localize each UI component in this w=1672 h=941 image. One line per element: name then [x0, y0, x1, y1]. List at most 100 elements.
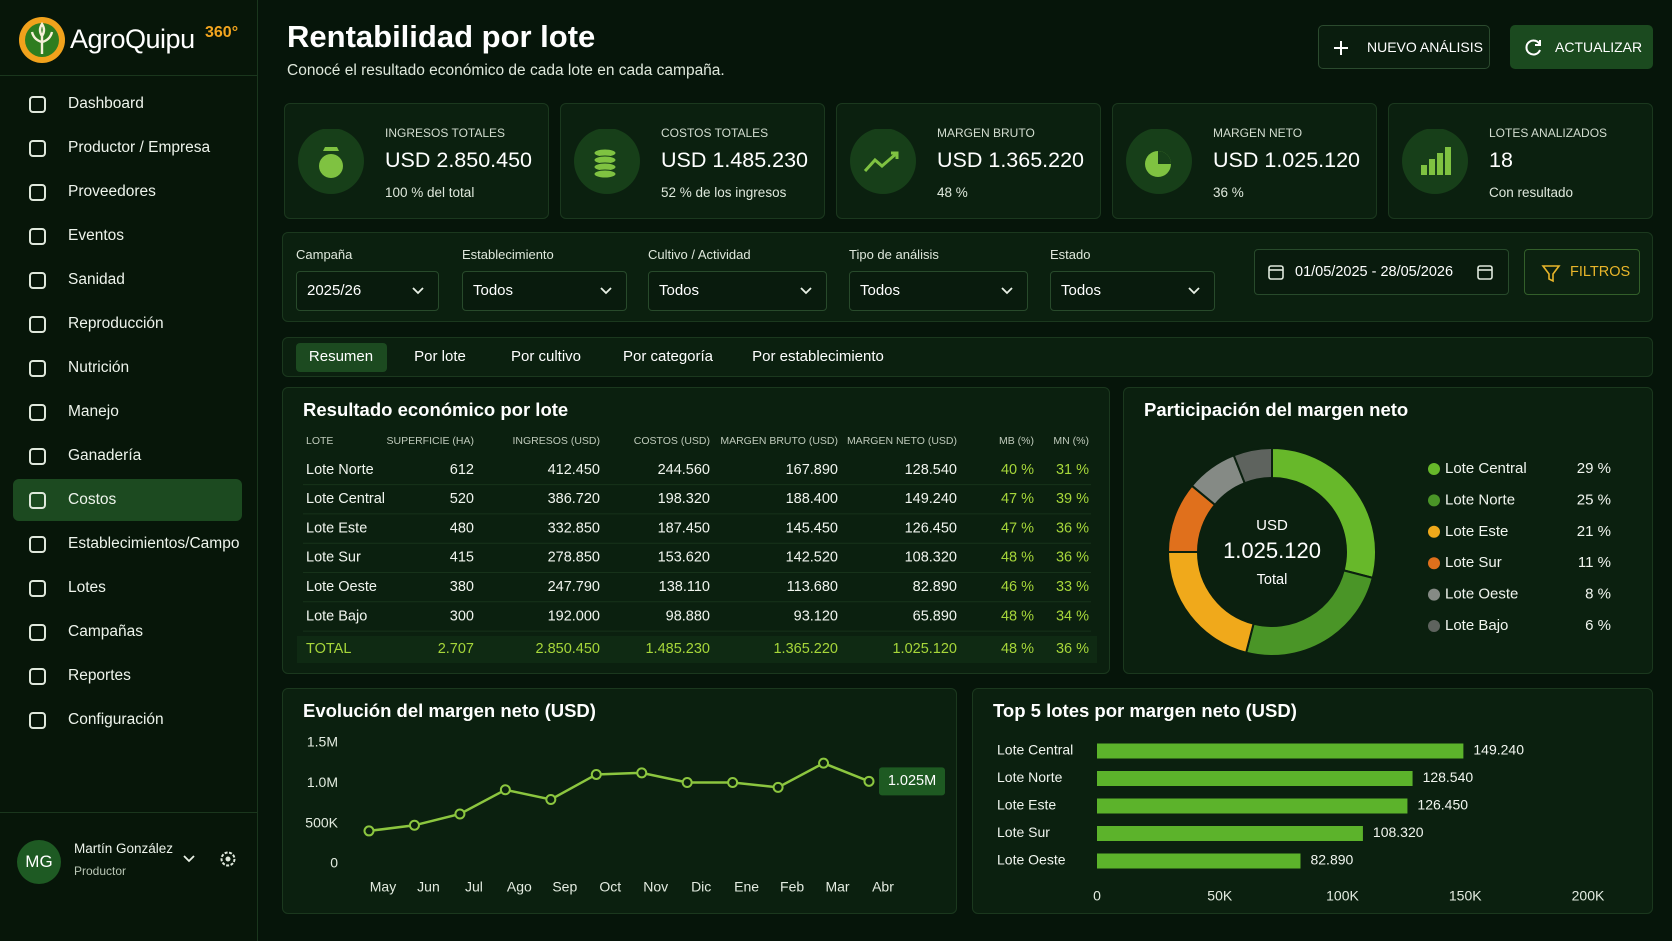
new-analysis-button[interactable]: NUEVO ANÁLISIS	[1318, 25, 1490, 69]
legend-value: 25 %	[1577, 491, 1611, 508]
line-point	[363, 825, 375, 837]
nav-item[interactable]: Manejo	[13, 391, 242, 433]
panel-graphic	[850, 129, 916, 194]
filters-panel: Campaña 2025/26 Establecimiento Todos Cultiv…	[282, 232, 1653, 322]
table-cell: 128.540	[905, 462, 957, 478]
panel-graphic: Top 5 lotes por margen neto (USD) 0 50K 100…	[993, 700, 1605, 904]
panel-graphic	[19, 17, 65, 63]
brand-badge: 360°	[205, 24, 239, 41]
tab[interactable]: Resumen	[308, 348, 374, 365]
filter-select[interactable]: Todos	[648, 271, 827, 311]
column-header: MARGEN NETO (USD)	[847, 435, 957, 447]
kpi-icon	[319, 154, 343, 178]
x-tick-label: Nov	[643, 879, 668, 895]
panel-graphic: Participación del margen neto USD 1.025.12…	[1144, 399, 1611, 657]
kpi-note: Con resultado	[1489, 185, 1574, 200]
nav-label: Productor / Empresa	[68, 139, 211, 156]
column-header: MN (%)	[1053, 435, 1089, 447]
bar-value-label: 82.890	[1310, 852, 1353, 868]
panel-graphic	[1334, 41, 1348, 55]
kpi-icon	[1437, 153, 1443, 175]
filter-label: Estado	[1050, 247, 1091, 262]
x-tick-label: May	[370, 879, 396, 895]
panel-graphic	[1525, 39, 1541, 56]
column-header: MARGEN BRUTO (USD)	[720, 435, 838, 447]
table-cell: 480	[450, 520, 474, 536]
refresh-button[interactable]: ACTUALIZAR	[1510, 25, 1653, 69]
x-tick-label: Sep	[552, 879, 577, 895]
user-name[interactable]: Martín González	[74, 841, 174, 856]
nav-item[interactable]: Eventos	[13, 215, 242, 257]
bar	[1097, 798, 1408, 814]
nav-item[interactable]: Ganadería	[13, 435, 242, 477]
chevron-icon	[183, 855, 195, 863]
table-cell: 332.850	[548, 520, 600, 536]
tabs-panel: Resumen Por lote Por cultivo Por categoría P…	[282, 337, 1653, 377]
panel-graphic	[1188, 287, 1200, 295]
table-cell: 187.450	[658, 520, 710, 536]
panel-graphic	[298, 129, 364, 194]
panel-graphic	[1541, 265, 1561, 283]
nav-item[interactable]: Reportes	[13, 655, 242, 697]
tab[interactable]: Por lote	[414, 348, 466, 365]
filter-label: Tipo de análisis	[849, 247, 939, 262]
nav-item[interactable]: Nutrición	[13, 347, 242, 389]
bar-panel: Top 5 lotes por margen neto (USD) 0 50K 100…	[972, 688, 1653, 914]
filter-select[interactable]: Todos	[849, 271, 1028, 311]
legend-label: Lote Este	[1445, 523, 1508, 540]
nav-item[interactable]: Sanidad	[13, 259, 242, 301]
bar-value-label: 128.540	[1423, 769, 1474, 785]
user-role: Productor	[74, 864, 127, 878]
kpi-note: 100 % del total	[385, 185, 475, 200]
kpi-card: MARGEN BRUTO USD 1.365.220 48 %	[836, 103, 1101, 219]
filter-select[interactable]: Todos	[462, 271, 627, 311]
filter-label: Cultivo / Actividad	[648, 247, 751, 262]
table-cell: 520	[450, 491, 474, 507]
nav-item[interactable]: Establecimientos/Campo	[13, 523, 242, 565]
x-tick-label: 150K	[1449, 888, 1482, 904]
y-tick-label: 1.0M	[307, 774, 338, 790]
tab[interactable]: Por establecimiento	[752, 348, 884, 365]
button-label: ACTUALIZAR	[1555, 39, 1643, 55]
nav-item[interactable]: Configuración	[13, 699, 242, 741]
kpi-value: USD 1.485.230	[661, 148, 809, 172]
filter-select[interactable]: Todos	[1050, 271, 1215, 311]
calendar-icon	[1268, 265, 1284, 280]
filters-button[interactable]: FILTROS	[1524, 249, 1640, 295]
donut-panel: Participación del margen neto USD 1.025.12…	[1123, 387, 1653, 674]
nav-item[interactable]: Productor / Empresa	[13, 127, 242, 169]
tab[interactable]: Por cultivo	[510, 348, 582, 365]
table-cell: 36 %	[1056, 550, 1089, 566]
nav-item[interactable]: Proveedores	[13, 171, 242, 213]
nav-item[interactable]: Costos	[13, 479, 242, 521]
nav-label: Manejo	[68, 403, 119, 420]
line-point	[772, 781, 784, 793]
nav-item[interactable]: Dashboard	[13, 83, 242, 125]
x-tick-label: Jul	[465, 879, 483, 895]
table-cell: 188.400	[786, 491, 838, 507]
refresh-icon	[1525, 39, 1541, 56]
legend-dot	[1428, 494, 1440, 507]
nav-icon	[29, 96, 46, 113]
chevron-icon	[1188, 287, 1200, 295]
nav-label: Lotes	[68, 579, 106, 596]
nav-item[interactable]: Reproducción	[13, 303, 242, 345]
nav-item[interactable]: Campañas	[13, 611, 242, 653]
legend-value: 29 %	[1577, 460, 1611, 477]
filter-value: Todos	[860, 282, 901, 299]
chevron-icon	[412, 287, 424, 295]
filter-select[interactable]: 2025/26	[296, 271, 439, 311]
nav-icon	[29, 668, 46, 685]
filter-icon	[1541, 265, 1561, 283]
chevron-icon	[600, 287, 612, 295]
date-range[interactable]: 01/05/2025 - 28/05/2026	[1254, 249, 1509, 295]
panel-graphic	[574, 129, 640, 194]
nav-icon	[29, 492, 46, 509]
line-point	[818, 757, 830, 769]
kpi-icon	[1429, 159, 1435, 175]
tab[interactable]: Por categoría	[622, 348, 714, 365]
nav-item[interactable]: Lotes	[13, 567, 242, 609]
category-label: Lote Oeste	[997, 852, 1066, 868]
line-point	[545, 793, 557, 805]
table-cell: 113.680	[787, 579, 838, 595]
